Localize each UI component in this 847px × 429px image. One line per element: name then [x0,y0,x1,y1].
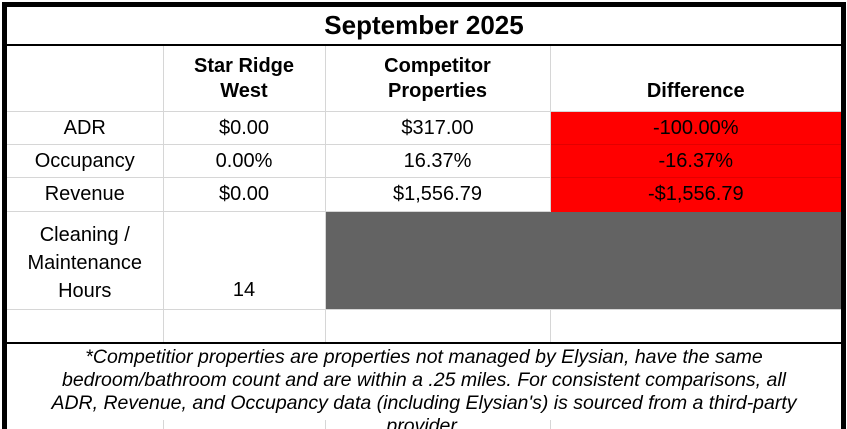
value-occupancy-star-ridge-west[interactable]: 0.00% [163,144,326,178]
empty-row [7,309,842,344]
column-header-metric[interactable] [7,45,164,112]
empty-cell[interactable] [7,309,164,344]
footnote-row: *Competitior properties are properties n… [7,342,842,429]
value-adr-difference[interactable]: -100.00% [550,111,842,145]
gridline-stub [550,420,551,429]
gridline-stub [325,420,326,429]
title-row: September 2025 [7,7,842,46]
value-occupancy-competitor[interactable]: 16.37% [325,144,551,178]
value-revenue-competitor[interactable]: $1,556.79 [325,177,551,212]
metric-label-adr[interactable]: ADR [7,111,164,145]
column-header-difference[interactable]: Difference [550,45,842,112]
value-cleaning-hours-star-ridge-west[interactable]: 14 [163,211,326,310]
table-row-cleaning-maintenance-hours: Cleaning / Maintenance Hours 14 [7,211,842,310]
table-row-adr: ADR $0.00 $317.00 -100.00% [7,111,842,145]
column-header-competitor-properties[interactable]: Competitor Properties [325,45,551,112]
value-revenue-difference[interactable]: -$1,556.79 [550,177,842,212]
table-row-occupancy: Occupancy 0.00% 16.37% -16.37% [7,144,842,178]
blocked-cell[interactable] [325,211,842,310]
empty-cell[interactable] [325,309,551,344]
value-revenue-star-ridge-west[interactable]: $0.00 [163,177,326,212]
value-adr-competitor[interactable]: $317.00 [325,111,551,145]
table-row-revenue: Revenue $0.00 $1,556.79 -$1,556.79 [7,177,842,212]
metric-label-revenue[interactable]: Revenue [7,177,164,212]
empty-cell[interactable] [163,309,326,344]
comparison-table: September 2025 Star Ridge West Competito… [7,7,842,429]
gridline-stub [163,420,164,429]
value-adr-star-ridge-west[interactable]: $0.00 [163,111,326,145]
column-header-star-ridge-west[interactable]: Star Ridge West [163,45,326,112]
header-row: Star Ridge West Competitor Properties Di… [7,45,842,112]
metric-label-cleaning-maintenance-hours[interactable]: Cleaning / Maintenance Hours [7,211,164,310]
metric-label-occupancy[interactable]: Occupancy [7,144,164,178]
value-occupancy-difference[interactable]: -16.37% [550,144,842,178]
footnote-text[interactable]: *Competitior properties are properties n… [7,342,842,429]
empty-cell[interactable] [550,309,842,344]
month-title[interactable]: September 2025 [7,7,842,46]
